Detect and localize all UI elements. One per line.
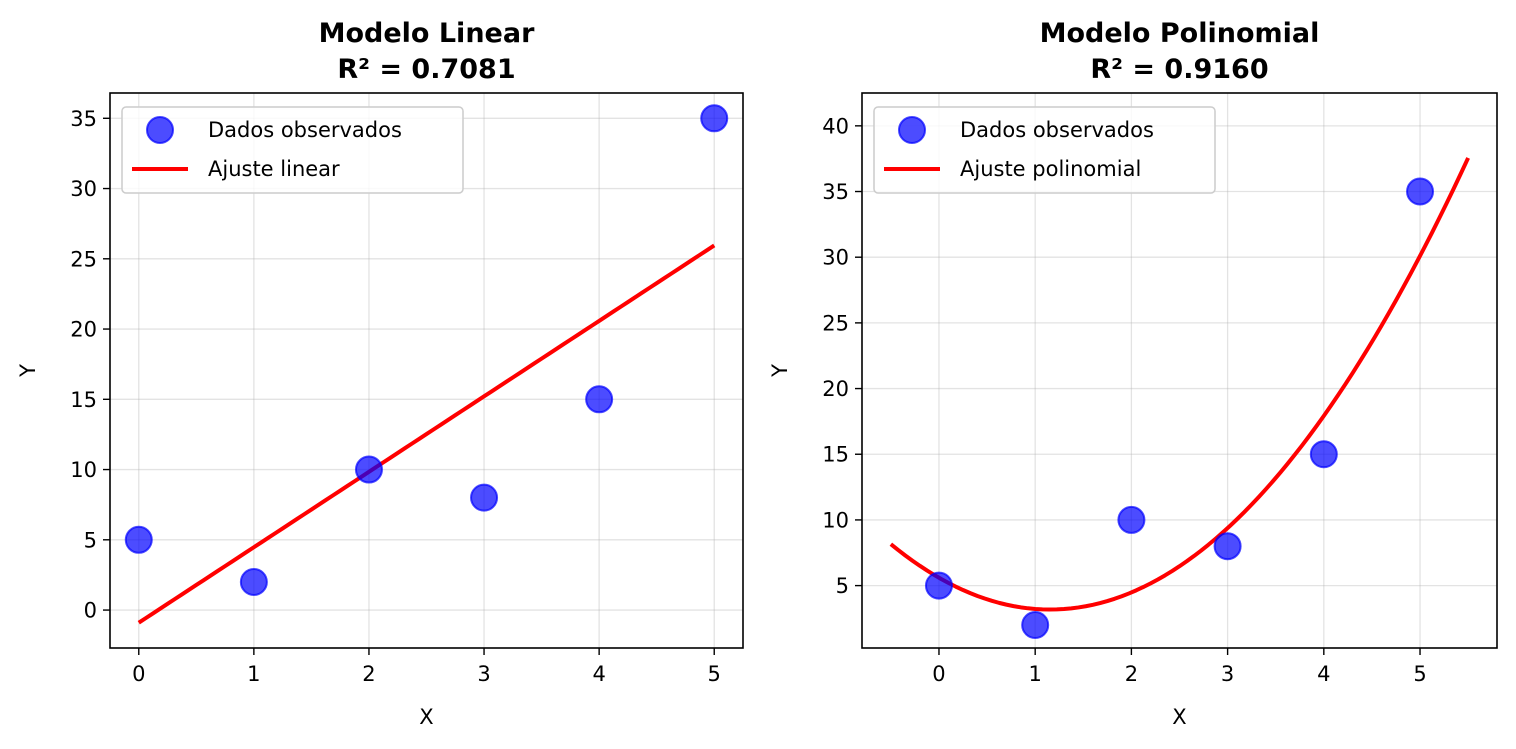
data-point: [1309, 440, 1338, 469]
data-point: [700, 104, 729, 133]
y-tick-label: 10: [822, 508, 849, 532]
y-tick-label: 5: [836, 574, 849, 598]
data-point: [239, 567, 268, 596]
y-tick-label: 25: [70, 247, 97, 271]
legend-marker-points: [146, 116, 174, 144]
x-tick-label: 3: [1221, 662, 1234, 686]
y-tick-label: 35: [70, 107, 97, 131]
x-tick-label: 4: [1317, 662, 1330, 686]
fit-line: [889, 157, 1470, 612]
y-tick-label: 30: [70, 177, 97, 201]
legend-marker-points: [898, 116, 926, 144]
data-point: [1213, 532, 1242, 561]
x-tick-label: 2: [362, 662, 375, 686]
legend-label-fit: Ajuste linear: [208, 157, 340, 181]
legend-label-fit: Ajuste polinomial: [960, 157, 1141, 181]
legend-label-points: Dados observados: [960, 118, 1154, 142]
y-tick-label: 15: [70, 388, 97, 412]
data-point: [1117, 505, 1146, 534]
y-tick-label: 20: [822, 377, 849, 401]
data-point: [1021, 611, 1050, 640]
y-tick-label: 5: [84, 528, 97, 552]
data-point: [1406, 177, 1435, 206]
legend-box: [873, 106, 1216, 194]
y-tick-label: 40: [822, 114, 849, 138]
x-tick-label: 5: [1413, 662, 1426, 686]
x-tick-label: 0: [932, 662, 945, 686]
chart-subtitle-r2: R² = 0.7081: [337, 54, 515, 85]
y-tick-label: 25: [822, 311, 849, 335]
data-point: [124, 525, 153, 554]
x-tick-label: 0: [132, 662, 145, 686]
y-tick-label: 0: [84, 599, 97, 623]
x-axis-label: X: [419, 705, 433, 729]
y-tick-label: 35: [822, 180, 849, 204]
data-point: [470, 483, 499, 512]
plot-frame: [109, 92, 744, 649]
data-point: [924, 571, 953, 600]
y-axis-label: Y: [16, 364, 40, 378]
data-point: [354, 455, 383, 484]
x-tick-label: 2: [1125, 662, 1138, 686]
legend: Dados observados Ajuste polinomial: [873, 106, 1216, 194]
y-axis-label: Y: [768, 364, 792, 378]
legend: Dados observados Ajuste linear: [121, 106, 464, 194]
x-tick-label: 1: [1028, 662, 1041, 686]
chart-panel-2: 0 1 2 3 4 5 5 10 15 20 25 30 35 40 X Y Modelo Polinomial…: [768, 18, 1498, 729]
data-point: [585, 385, 614, 414]
chart-title: Modelo Linear: [319, 18, 535, 49]
y-tick-label: 15: [822, 443, 849, 467]
y-tick-label: 10: [70, 458, 97, 482]
chart-panel-1: 0 1 2 3 4 5 0 5 10 15 20 25 30 35 X Y Modelo Linear R² = …: [16, 18, 744, 729]
x-tick-label: 4: [592, 662, 605, 686]
x-axis-label: X: [1172, 705, 1186, 729]
chart-subtitle-r2: R² = 0.9160: [1090, 54, 1268, 85]
plot-frame: [861, 92, 1498, 649]
y-tick-label: 20: [70, 318, 97, 342]
y-tick-label: 30: [822, 246, 849, 270]
legend-box: [121, 106, 464, 194]
fit-line: [137, 243, 716, 625]
x-tick-label: 1: [247, 662, 260, 686]
x-tick-label: 5: [708, 662, 721, 686]
x-tick-label: 3: [477, 662, 490, 686]
legend-label-points: Dados observados: [208, 118, 402, 142]
chart-title: Modelo Polinomial: [1040, 18, 1320, 49]
